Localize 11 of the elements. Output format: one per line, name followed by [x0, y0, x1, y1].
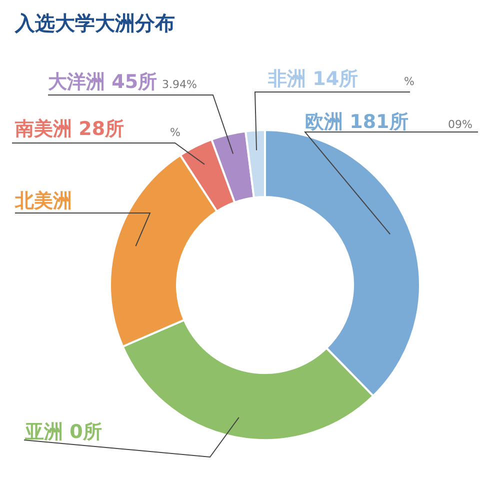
text: %: [404, 75, 414, 88]
text: %: [170, 126, 180, 139]
slice-label: 亚洲 0所: [24, 421, 102, 443]
slice-label: 北美洲: [14, 190, 72, 212]
slice-label: 南美洲 28所: [14, 118, 124, 140]
slice-label: 非洲 14所: [267, 68, 358, 90]
slice-label: 欧洲 181所: [305, 111, 408, 133]
text: 09%: [448, 118, 472, 131]
text: 3.94%: [162, 78, 197, 91]
slice-label: 大洋洲 45所: [48, 71, 158, 93]
chart-title: 入选大学大洲分布: [14, 11, 175, 35]
